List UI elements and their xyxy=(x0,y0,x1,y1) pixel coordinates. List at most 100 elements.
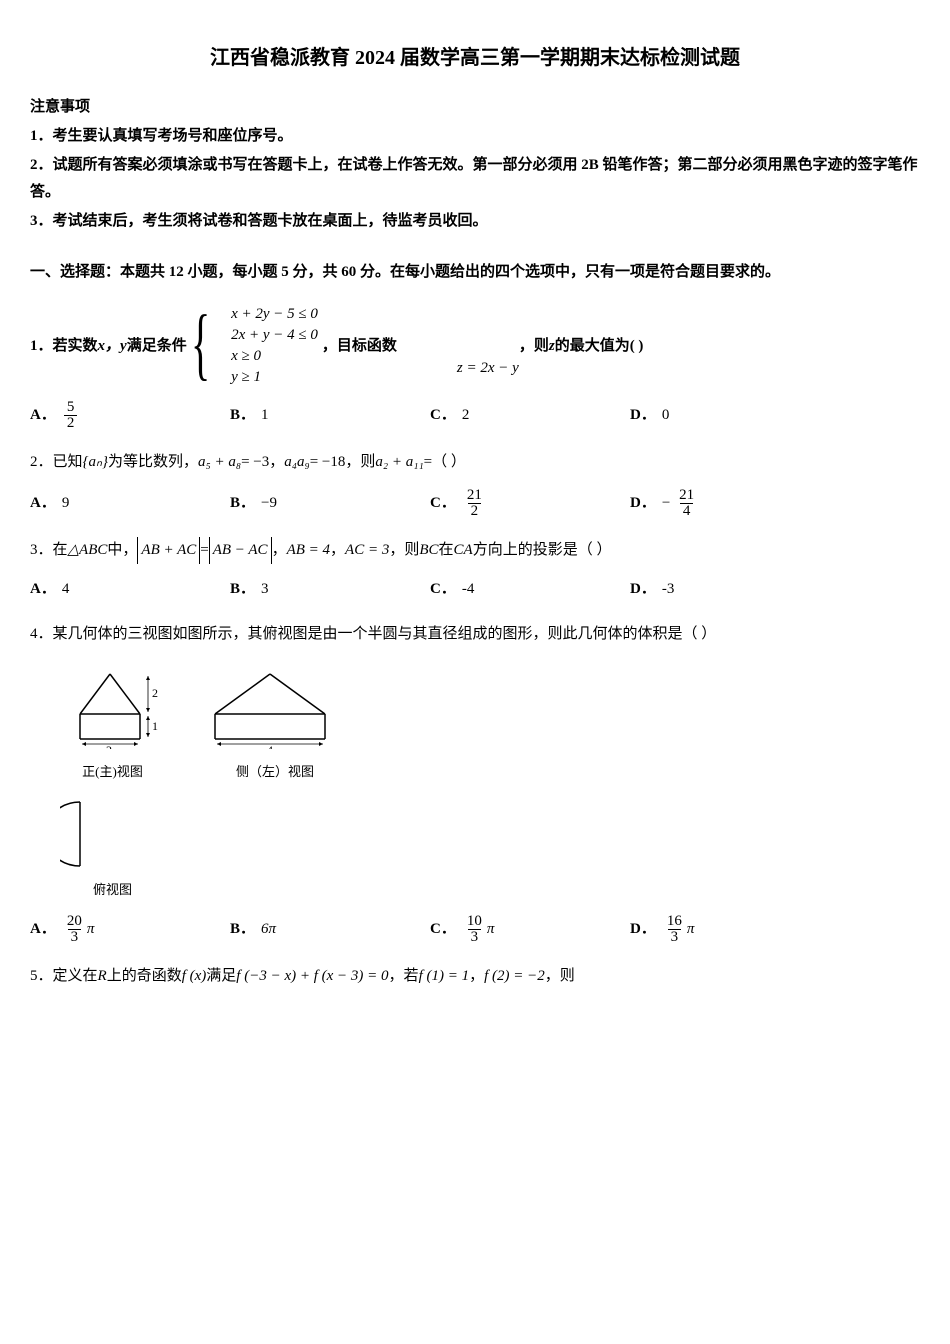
front-view-svg: 2 2 1 xyxy=(60,664,165,749)
opt-B: B．−9 xyxy=(230,488,430,519)
q5-R: R xyxy=(98,963,107,990)
pi: π xyxy=(687,921,695,937)
frac-num: 16 xyxy=(664,914,685,929)
front-view: 2 2 1 正(主)视图 xyxy=(60,664,165,784)
q3-abs2: AB − AC xyxy=(209,537,272,564)
opt-C: C． 212 xyxy=(430,488,630,519)
front-caption: 正(主)视图 xyxy=(60,760,165,783)
q3-eq: = xyxy=(200,537,208,564)
top-caption: 俯视图 xyxy=(60,878,165,901)
q2-eq2l: a₄a₉ xyxy=(284,449,309,476)
frac-den: 4 xyxy=(680,503,694,519)
q4-views-row2: 俯视图 xyxy=(60,792,920,902)
q5-mid2: 满足 xyxy=(206,963,236,990)
side-caption: 侧（左）视图 xyxy=(205,760,345,783)
q3-ac: AC = 3 xyxy=(345,537,389,564)
svg-text:1: 1 xyxy=(152,719,158,733)
question-5: 5．定义在 R 上的奇函数 f (x) 满足 f (−3 − x) + f (x… xyxy=(30,963,920,990)
notice-item: 3．考试结束后，考生须将试卷和答题卡放在桌面上，待监考员收回。 xyxy=(30,208,920,235)
q3-ca: CA xyxy=(454,537,473,564)
sys-row: 2x + y − 4 ≤ 0 xyxy=(231,325,318,346)
q3-mid1: 中， xyxy=(107,537,137,564)
opt-B: B．1 xyxy=(230,400,430,431)
q1-options: A． 52 B．1 C．2 D．0 xyxy=(30,400,920,431)
frac-den: 3 xyxy=(68,929,82,945)
opt-B: B．6π xyxy=(230,914,430,945)
q2-prefix: 2．已知 xyxy=(30,449,83,476)
q5-eq1: f (−3 − x) + f (x − 3) = 0 xyxy=(236,963,388,990)
opt-A: A． 52 xyxy=(30,400,230,431)
question-1: 1．若实数 x，y 满足条件 { x + 2y − 5 ≤ 0 2x + y −… xyxy=(30,304,920,431)
q1-vars: x，y xyxy=(98,333,127,360)
q4-text: 4．某几何体的三视图如图所示，其俯视图是由一个半圆与其直径组成的图形，则此几何体… xyxy=(30,621,920,648)
q3-mid3: ，则 xyxy=(389,537,419,564)
q1-mid2: ，目标函数 xyxy=(322,333,397,360)
q4-options: A． 203π B．6π C． 103π D． 163π xyxy=(30,914,920,945)
q3-ab: AB = 4 xyxy=(287,537,330,564)
sys-row: x ≥ 0 xyxy=(231,346,318,367)
q5-fx: f (x) xyxy=(182,963,207,990)
q1-system: { x + 2y − 5 ≤ 0 2x + y − 4 ≤ 0 x ≥ 0 y … xyxy=(191,304,318,388)
frac-num: 20 xyxy=(64,914,85,929)
opt-A: A．4 xyxy=(30,576,230,603)
opt-D: D． − 214 xyxy=(630,488,830,519)
svg-text:2: 2 xyxy=(106,743,112,749)
notice-item: 1．考生要认真填写考场号和座位序号。 xyxy=(30,123,920,150)
opt-B: B．3 xyxy=(230,576,430,603)
q2-eq3r: = xyxy=(424,449,432,476)
sys-row: y ≥ 1 xyxy=(231,367,318,388)
q5-prefix: 5．定义在 xyxy=(30,963,98,990)
opt-D: D． 163π xyxy=(630,914,830,945)
top-view-svg xyxy=(60,792,165,867)
q5-sep: ， xyxy=(469,963,484,990)
q3-abs1: AB + AC xyxy=(137,537,200,564)
frac-den: 2 xyxy=(468,503,482,519)
svg-text:4: 4 xyxy=(267,743,273,749)
opt-D: D．0 xyxy=(630,400,830,431)
q2-tail: （ ） xyxy=(432,449,466,476)
q3-sep1: ， xyxy=(330,537,345,564)
q3-mid2: ， xyxy=(272,537,287,564)
frac-num: 10 xyxy=(464,914,485,929)
svg-text:2: 2 xyxy=(152,686,158,700)
opt-C: C．-4 xyxy=(430,576,630,603)
q2-seq: {aₙ} xyxy=(83,449,108,476)
frac-num: 21 xyxy=(464,488,485,503)
q2-eq2r: = −18 xyxy=(310,449,346,476)
q5-eq2: f (1) = 1 xyxy=(419,963,470,990)
q2-eq1r: = −3 xyxy=(241,449,269,476)
top-view: 俯视图 xyxy=(60,792,165,902)
frac-num: 5 xyxy=(64,400,78,415)
q5-mid3: ，若 xyxy=(389,963,419,990)
q2-sep1: ， xyxy=(269,449,284,476)
question-4: 4．某几何体的三视图如图所示，其俯视图是由一个半圆与其直径组成的图形，则此几何体… xyxy=(30,621,920,945)
opt-C: C． 103π xyxy=(430,914,630,945)
q3-mid4: 在 xyxy=(439,537,454,564)
q3-options: A．4 B．3 C．-4 D．-3 xyxy=(30,576,920,603)
opt-A: A．9 xyxy=(30,488,230,519)
frac-den: 2 xyxy=(64,415,78,431)
q3-tri: △ABC xyxy=(68,537,108,564)
q4-views-row1: 2 2 1 正(主)视图 xyxy=(60,664,920,784)
q3-tail: 方向上的投影是（ ） xyxy=(473,537,612,564)
q1-tail: 的最大值为( ) xyxy=(555,333,644,360)
opt-C: C．2 xyxy=(430,400,630,431)
opt-D: D．-3 xyxy=(630,576,830,603)
q3-prefix: 3．在 xyxy=(30,537,68,564)
notice-item: 2．试题所有答案必须填涂或书写在答题卡上，在试卷上作答无效。第一部分必须用 2B… xyxy=(30,152,920,206)
frac-den: 3 xyxy=(668,929,682,945)
side-view-svg: 4 xyxy=(205,664,345,749)
q2-options: A．9 B．−9 C． 212 D． − 214 xyxy=(30,488,920,519)
q5-tail: ，则 xyxy=(545,963,575,990)
page-title: 江西省稳派教育 2024 届数学高三第一学期期末达标检测试题 xyxy=(30,40,920,76)
q2-eq3l: a₂ + a₁₁ xyxy=(375,449,423,476)
frac-num: 21 xyxy=(676,488,697,503)
neg-sign: − xyxy=(662,495,670,511)
q1-mid3: ，则 xyxy=(519,333,549,360)
side-view: 4 侧（左）视图 xyxy=(205,664,345,784)
q2-eq1l: a₅ + a₈ xyxy=(198,449,241,476)
q1-mid1: 满足条件 xyxy=(127,333,187,360)
pi: π xyxy=(487,921,495,937)
pi: π xyxy=(87,921,95,937)
q5-eq3: f (2) = −2 xyxy=(484,963,545,990)
